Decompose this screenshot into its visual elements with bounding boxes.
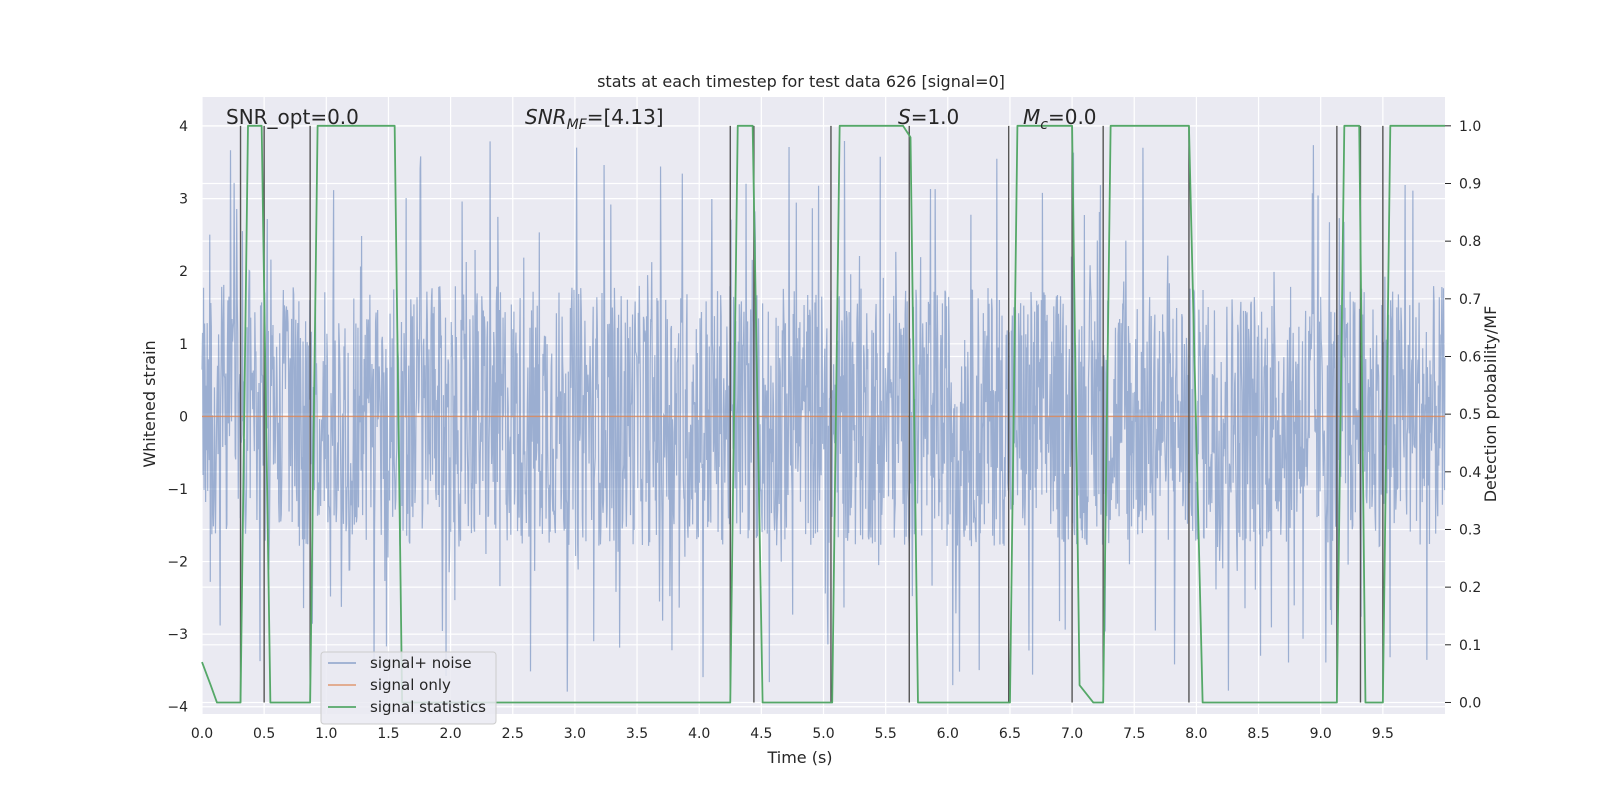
x-tick-label: 8.5 <box>1247 726 1269 742</box>
legend: signal+ noise signal only signal statist… <box>320 651 497 725</box>
annotation-s: S=1.0 <box>898 105 959 129</box>
x-tick-label: 6.5 <box>999 726 1021 742</box>
y-left-tick-label: −4 <box>167 700 188 716</box>
y-left-tick-label: 4 <box>179 119 188 135</box>
x-tick-label: 3.0 <box>564 726 586 742</box>
annotation-mc: Mc=0.0 <box>1023 105 1097 133</box>
y-right-tick-label: 0.4 <box>1459 465 1481 481</box>
chart-title: stats at each timestep for test data 626… <box>597 72 1005 91</box>
y-right-tick-label: 0.5 <box>1459 407 1481 423</box>
y-right-tick-label: 0.0 <box>1459 695 1481 711</box>
y-right-tick-label: 0.2 <box>1459 580 1481 596</box>
legend-label-signal-only: signal only <box>370 676 451 694</box>
x-axis-ticks: 0.0 0.5 1.0 1.5 2.0 2.5 3.0 3.5 4.0 4.5 5.0 5.5 6.0 6… <box>191 726 1394 742</box>
y-left-tick-label: 2 <box>179 264 188 280</box>
signal-statistics-line <box>201 124 1445 704</box>
signal-noise-line <box>201 140 1446 692</box>
x-tick-label: 7.0 <box>1061 726 1083 742</box>
y-right-tick-label: 0.3 <box>1459 522 1481 538</box>
y-right-axis-label: Detection probability/MF <box>1481 306 1500 503</box>
y-left-tick-label: −1 <box>167 482 188 498</box>
x-tick-label: 4.5 <box>750 726 772 742</box>
x-tick-label: 2.5 <box>502 726 524 742</box>
x-tick-label: 7.5 <box>1123 726 1145 742</box>
x-tick-label: 2.0 <box>439 726 461 742</box>
y-right-tick-label: 0.6 <box>1459 349 1481 365</box>
y-right-tick-label: 0.7 <box>1459 292 1481 308</box>
vertical-markers <box>239 125 1384 703</box>
annotation-snr-opt: SNR_opt=0.0 <box>226 105 359 129</box>
signal-statistics-series <box>201 124 1445 704</box>
x-tick-label: 9.0 <box>1310 726 1332 742</box>
y-left-tick-label: −3 <box>167 627 188 643</box>
y-right-tick-label: 0.8 <box>1459 234 1481 250</box>
x-axis-label: Time (s) <box>766 748 832 767</box>
y-right-tick-label: 0.1 <box>1459 638 1481 654</box>
x-tick-label: 5.5 <box>875 726 897 742</box>
x-tick-label: 5.0 <box>812 726 834 742</box>
y-right-tick-label: 0.9 <box>1459 176 1481 192</box>
x-tick-label: 6.0 <box>937 726 959 742</box>
x-tick-label: 9.5 <box>1372 726 1394 742</box>
signal-noise-series <box>201 140 1446 692</box>
legend-label-signal-noise: signal+ noise <box>370 654 472 672</box>
y-left-tick-label: 3 <box>179 192 188 208</box>
x-tick-label: 3.5 <box>626 726 648 742</box>
y-left-tick-label: 1 <box>179 337 188 353</box>
legend-label-signal-statistics: signal statistics <box>370 698 486 716</box>
x-tick-label: 0.0 <box>191 726 213 742</box>
x-tick-label: 1.5 <box>377 726 399 742</box>
y-right-tick-label: 1.0 <box>1459 119 1481 135</box>
annotation-snr-mf: SNRMF=[4.13] <box>525 105 664 133</box>
y-left-axis-ticks: −4 −3 −2 −1 0 1 2 3 4 <box>167 119 188 716</box>
y-right-axis-ticks: 0.0 0.1 0.2 0.3 0.4 0.5 0.6 0.7 0.8 0.9 1.0 <box>1445 119 1481 711</box>
y-left-tick-label: 0 <box>179 409 188 425</box>
legend-box <box>320 651 497 725</box>
x-tick-label: 4.0 <box>688 726 710 742</box>
x-tick-label: 1.0 <box>315 726 337 742</box>
x-tick-label: 8.0 <box>1185 726 1207 742</box>
x-tick-label: 0.5 <box>253 726 275 742</box>
y-left-axis-label: Whitened strain <box>140 340 159 467</box>
y-left-tick-label: −2 <box>167 555 188 571</box>
